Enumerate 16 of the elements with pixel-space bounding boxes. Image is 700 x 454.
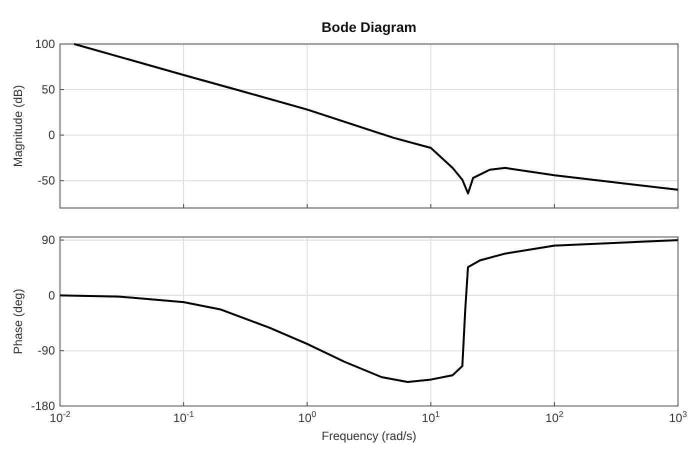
y-tick-label: 0: [48, 288, 56, 302]
chart-title: Bode Diagram: [322, 19, 416, 35]
y-axis-title: Phase (deg): [11, 288, 25, 354]
x-tick-label: 10$^{-1}$: [173, 409, 194, 425]
y-tick-label: 0: [48, 128, 56, 142]
x-tick-label: 10$^{0}$: [298, 409, 317, 425]
y-axis-title: Magnitude (dB): [11, 84, 25, 168]
y-tick-label: 90: [42, 233, 56, 248]
x-tick-label: 10$^{1}$: [422, 409, 440, 425]
x-tick-label: 10$^{2}$: [545, 409, 564, 425]
y-tick-label: 50: [42, 82, 56, 97]
x-tick-label: 10$^{3}$: [668, 409, 688, 425]
y-tick-label: 100: [34, 37, 56, 51]
y-tick-label: -50: [38, 174, 56, 188]
x-axis-title: Frequency (rad/s): [322, 429, 416, 443]
y-tick-label: -90: [38, 344, 56, 358]
